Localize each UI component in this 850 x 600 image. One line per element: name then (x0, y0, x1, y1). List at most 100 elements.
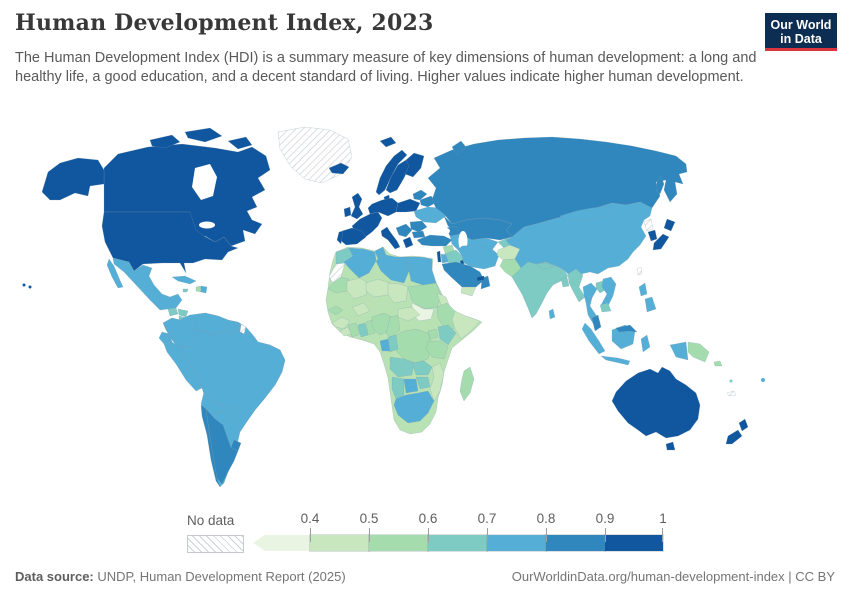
region-uganda[interactable] (427, 328, 439, 340)
region-haiti[interactable] (195, 285, 202, 293)
region-canada-arctic-2[interactable] (184, 127, 223, 143)
region-paraguay[interactable] (214, 410, 232, 426)
legend-bin-0.8-0.9[interactable] (545, 534, 606, 552)
region-bangladesh[interactable] (560, 276, 570, 288)
region-sri-lanka[interactable] (548, 308, 556, 320)
region-ivory-coast[interactable] (347, 322, 361, 338)
region-mexico[interactable] (112, 257, 183, 311)
region-sulawesi[interactable] (640, 334, 651, 353)
region-senegal[interactable] (327, 305, 344, 316)
region-ecuador[interactable] (158, 331, 173, 345)
region-zimbabwe[interactable] (415, 376, 431, 390)
owid-logo[interactable]: Our World in Data (765, 13, 837, 51)
no-data-swatch[interactable] (187, 535, 244, 553)
region-brazil[interactable] (179, 329, 286, 431)
region-romania[interactable] (409, 220, 428, 233)
region-saudi-arabia[interactable] (441, 261, 485, 288)
region-burkina-faso[interactable] (351, 302, 371, 317)
region-kenya[interactable] (437, 324, 457, 346)
region-guatemala[interactable] (167, 307, 179, 317)
region-norway[interactable] (375, 149, 408, 196)
region-egypt[interactable] (406, 256, 437, 286)
region-germany[interactable] (367, 197, 399, 217)
region-italy[interactable] (380, 226, 401, 250)
region-portugal[interactable] (336, 230, 344, 245)
region-baja-california[interactable] (106, 258, 124, 289)
legend-bin-0.5-0.6[interactable] (368, 534, 429, 552)
region-car[interactable] (397, 306, 421, 322)
region-jamaica[interactable] (182, 288, 189, 293)
region-greenland[interactable] (277, 126, 353, 184)
region-java[interactable] (600, 355, 631, 366)
region-dominican-republic[interactable] (200, 285, 208, 294)
region-namibia[interactable] (391, 376, 405, 400)
region-greece[interactable] (402, 236, 414, 249)
region-finland[interactable] (404, 152, 425, 178)
region-malaysia-borneo[interactable] (615, 324, 638, 333)
region-new-zealand-north[interactable] (738, 418, 749, 432)
region-guinea[interactable] (331, 316, 351, 330)
legend-bin-0.4-0.5[interactable] (309, 534, 370, 552)
region-bulgaria[interactable] (411, 230, 426, 239)
legend-bin-0.6-0.7[interactable] (427, 534, 488, 552)
region-algeria[interactable] (343, 247, 377, 279)
region-baltics[interactable] (412, 189, 428, 201)
region-congo[interactable] (387, 334, 399, 353)
region-sudan[interactable] (407, 282, 442, 310)
region-cambodia[interactable] (599, 302, 612, 313)
region-mongolia[interactable] (559, 205, 617, 222)
region-sumatra[interactable] (581, 322, 606, 355)
region-somalia[interactable] (451, 310, 481, 340)
region-hawaii-2[interactable] (28, 285, 32, 289)
region-fiji[interactable] (761, 378, 765, 382)
region-angola[interactable] (389, 356, 415, 378)
region-india[interactable] (511, 261, 569, 319)
region-jordan[interactable] (440, 253, 449, 264)
region-nepal[interactable] (535, 262, 555, 270)
region-western-sahara[interactable] (328, 262, 346, 284)
region-ireland[interactable] (343, 206, 352, 218)
region-mali[interactable] (346, 277, 369, 300)
legend-bin-0.7-0.8[interactable] (486, 534, 547, 552)
region-tasmania[interactable] (665, 441, 676, 451)
region-new-caledonia[interactable] (726, 390, 737, 397)
legend-bin-0.9-1[interactable] (604, 534, 664, 552)
region-chad[interactable] (387, 282, 409, 304)
region-iceland[interactable] (328, 162, 350, 175)
region-west-new-guinea[interactable] (669, 341, 689, 361)
region-honduras[interactable] (177, 308, 189, 318)
credit-link[interactable]: OurWorldinData.org/human-development-ind… (511, 569, 835, 584)
region-uae[interactable] (476, 275, 485, 282)
region-iran[interactable] (457, 244, 500, 270)
region-mozambique[interactable] (429, 362, 445, 402)
region-north-korea[interactable] (643, 218, 654, 232)
world-map-svg[interactable] (0, 118, 850, 510)
region-japan-north[interactable] (663, 218, 676, 232)
legend-bin-<0.4[interactable] (253, 535, 310, 551)
region-south-africa[interactable] (393, 390, 435, 424)
region-vanuatu[interactable] (729, 379, 733, 383)
region-argentina[interactable] (205, 408, 239, 485)
region-cameroon[interactable] (385, 314, 401, 338)
region-philippines-luzon[interactable] (638, 282, 648, 297)
region-south-korea[interactable] (647, 229, 658, 242)
region-poland[interactable] (395, 198, 421, 213)
region-united-kingdom[interactable] (350, 192, 364, 220)
region-turkey[interactable] (416, 234, 453, 247)
region-balkans[interactable] (395, 223, 413, 238)
region-papua-new-guinea[interactable] (687, 341, 710, 363)
region-israel[interactable] (436, 250, 442, 263)
region-myanmar[interactable] (567, 268, 586, 303)
region-tanzania[interactable] (425, 340, 449, 360)
region-philippines-mindanao[interactable] (644, 296, 657, 313)
region-madagascar[interactable] (459, 366, 475, 402)
region-taiwan[interactable] (636, 266, 643, 276)
region-australia[interactable] (611, 366, 701, 439)
region-botswana[interactable] (403, 378, 419, 394)
region-kuwait[interactable] (459, 259, 465, 265)
region-zambia[interactable] (411, 360, 433, 376)
region-malaysia-peninsula[interactable] (591, 314, 602, 332)
legend-scale[interactable]: 0.4 0.5 0.6 0.7 0.8 0.9 1 (253, 511, 667, 552)
region-libya[interactable] (375, 254, 410, 284)
region-svalbard[interactable] (379, 136, 397, 148)
